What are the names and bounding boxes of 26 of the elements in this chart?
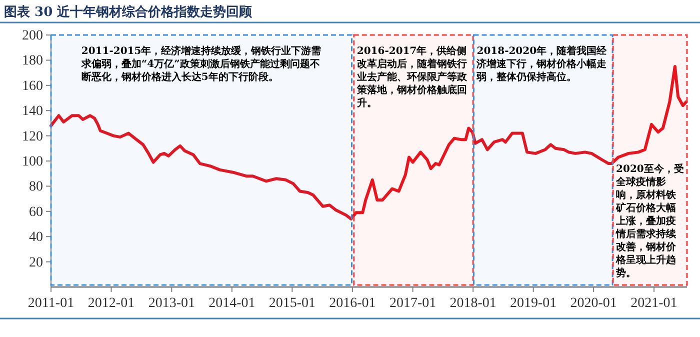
y-tick-label: 100 <box>22 154 43 170</box>
y-tick-label: 160 <box>22 78 43 94</box>
y-tick-label: 180 <box>22 54 43 69</box>
x-tick-label: 2014-01 <box>208 296 256 311</box>
band-label: 2011-2015年，经济增速持续放缓，钢铁行业下游需求偏弱，叠加“4万亿”政策刺激后钢铁产能过剩问题不断恶化，钢材价格进入长达5年的下行阶段。 <box>81 45 322 84</box>
band-label: 2018-2020年，随着我国经济增速下行，钢材价格小幅走弱，整体仍保持高位。 <box>476 45 608 84</box>
x-tick-label: 2021-01 <box>630 296 678 311</box>
x-tick-label: 2012-01 <box>88 296 135 311</box>
text: 2020至今，受全球疫情影响，原材料铁矿石价格大幅上涨，叠加疫情后需求持续改善，钢材价格呈现上升趋势。 <box>616 164 684 280</box>
y-tick-label: 60 <box>29 204 43 220</box>
x-tick-label: 2015-01 <box>268 296 316 311</box>
y-tick-label: 40 <box>29 230 43 246</box>
x-tick-label: 2020-01 <box>570 296 617 311</box>
x-tick-label: 2017-01 <box>389 296 436 311</box>
y-tick-label: 20 <box>29 255 43 270</box>
band-label: 2016-2017年，供给侧改革启动后，随着钢铁行业去产能、环保限产等政策落地，钢材价格触底回升。 <box>356 45 468 110</box>
x-tick-label: 2019-01 <box>510 296 557 311</box>
x-tick-label: 2018-01 <box>450 296 496 311</box>
y-tick-label: 120 <box>22 129 43 144</box>
x-tick-label: 2013-01 <box>148 296 195 311</box>
x-tick-label: 2016-01 <box>329 296 376 311</box>
chart-title: 图表 30 近十年钢材综合价格指数走势回顾 <box>4 4 252 21</box>
y-tick-label: 200 <box>22 28 43 44</box>
x-tick-label: 2011-01 <box>28 296 74 311</box>
y-tick-label: 140 <box>22 104 43 120</box>
y-tick-label: 80 <box>29 180 43 195</box>
